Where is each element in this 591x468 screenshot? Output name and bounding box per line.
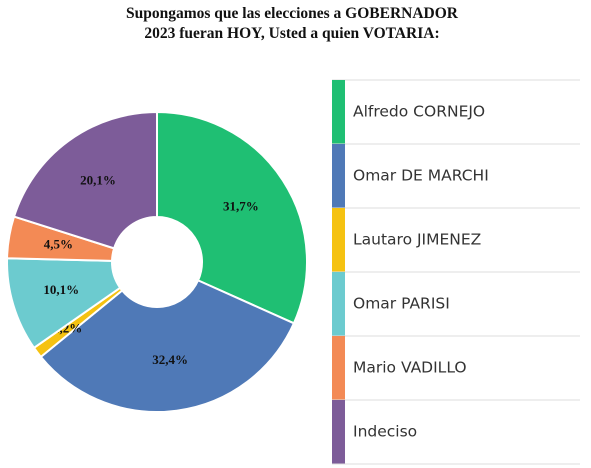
data-label: 31,7% (223, 199, 259, 214)
legend-swatch (332, 400, 345, 464)
legend-label: Alfredo CORNEJO (353, 103, 485, 121)
legend-label: Indeciso (353, 423, 417, 441)
legend-swatch (332, 144, 345, 208)
data-label: 10,1% (43, 282, 79, 297)
chart-title: Supongamos que las elecciones a GOBERNAD… (126, 5, 459, 22)
slice (39, 279, 296, 413)
slice (12, 110, 158, 250)
slice (156, 110, 308, 325)
data-label: 32,4% (152, 352, 188, 367)
legend-swatch (332, 208, 345, 272)
legend-label: Mario VADILLO (353, 359, 467, 377)
legend-swatch (332, 336, 345, 400)
legend-label: Lautaro JIMENEZ (353, 231, 481, 249)
legend-label: Omar PARISI (353, 295, 450, 313)
legend-swatch (332, 80, 345, 144)
chart-title: 2023 fueran HOY, Usted a quien VOTARIA: (144, 25, 439, 42)
legend-swatch (332, 272, 345, 336)
data-label: 20,1% (80, 172, 116, 187)
legend-label: Omar DE MARCHI (353, 167, 489, 185)
data-label: 4,5% (44, 236, 73, 251)
